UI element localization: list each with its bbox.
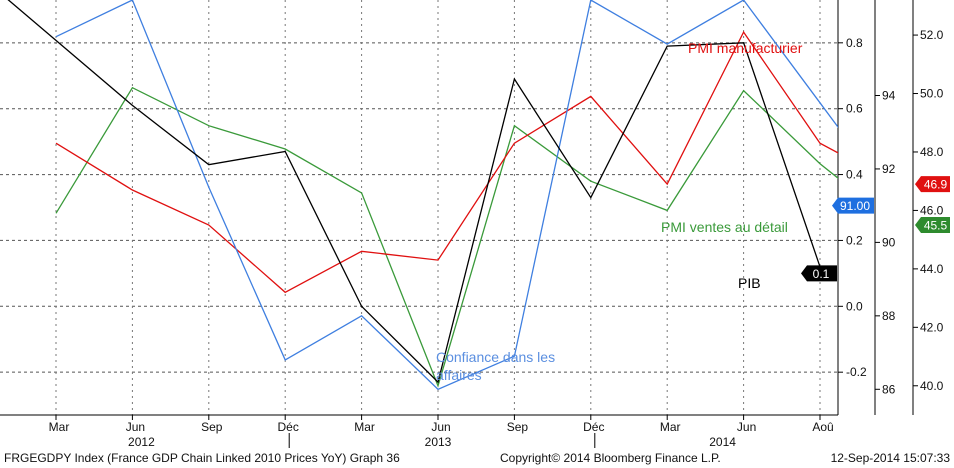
y-tick-label-confiance: 94 bbox=[882, 88, 896, 102]
footer-timestamp: 12-Sep-2014 15:07:33 bbox=[830, 451, 950, 465]
y-tick-label-pmi: 40.0 bbox=[920, 379, 944, 393]
x-year-label: 2012 bbox=[128, 435, 155, 448]
last-value-badges: 91.00 46.9 45.5 0.1 bbox=[801, 176, 950, 282]
x-axis: Mar Jun Sep Déc Mar Jun Sep Déc Mar Jun Aoû 2012 201… bbox=[49, 415, 834, 448]
gridlines bbox=[0, 0, 838, 415]
y-tick-label-pmi: 48.0 bbox=[920, 145, 944, 159]
x-tick-label: Mar bbox=[660, 420, 681, 434]
y-axes: -0.2 0.0 0.2 0.4 0.6 0.8 86 88 90 92 94 40.0 42.0 44.… bbox=[838, 28, 944, 396]
x-tick-label: Sep bbox=[201, 420, 223, 434]
annotation-pmi-manufacturier: PMI manufacturier bbox=[688, 40, 803, 56]
plot-area bbox=[0, 0, 838, 415]
series-line-pmi-manufacturier bbox=[55, 30, 838, 294]
y-tick-label-pib: 0.0 bbox=[846, 299, 863, 313]
x-tick-label: Aoû bbox=[812, 420, 833, 434]
value-badge-label: 46.9 bbox=[924, 178, 948, 192]
y-tick-label-pib: 0.4 bbox=[846, 168, 863, 182]
series-line-pib bbox=[7, 0, 821, 384]
x-tick-label: Sep bbox=[507, 420, 529, 434]
x-tick-label: Jun bbox=[737, 420, 756, 434]
axis-lines bbox=[0, 0, 914, 416]
y-tick-label-pib: 0.8 bbox=[846, 36, 863, 50]
x-year-label: 2014 bbox=[709, 435, 736, 448]
y-tick-label-pib: -0.2 bbox=[846, 365, 867, 379]
annotation-pmi-ventes: PMI ventes au détail bbox=[661, 219, 788, 235]
value-badge bbox=[832, 197, 874, 214]
series-line-confiance-dans-les-affaires bbox=[55, 0, 838, 391]
annotation-confiance-line1: Confiance dans les bbox=[436, 349, 555, 365]
footer-copyright: Copyright© 2014 Bloomberg Finance L.P. bbox=[500, 451, 721, 465]
x-tick-label: Jun bbox=[431, 420, 450, 434]
x-tick-label: Déc bbox=[583, 420, 604, 434]
y-tick-label-pmi: 52.0 bbox=[920, 28, 944, 42]
series-lines bbox=[7, 0, 838, 391]
series-line-pmi-ventes-au-d-tail bbox=[55, 86, 838, 388]
y-tick-label-confiance: 88 bbox=[882, 309, 896, 323]
y-tick-label-pib: 0.6 bbox=[846, 102, 863, 116]
value-badge bbox=[915, 217, 950, 234]
annotation-confiance-line2: affaires bbox=[436, 367, 482, 383]
x-tick-label: Mar bbox=[354, 420, 375, 434]
y-tick-label-confiance: 86 bbox=[882, 382, 896, 396]
y-tick-label-pmi: 46.0 bbox=[920, 203, 944, 217]
y-tick-label-confiance: 92 bbox=[882, 162, 896, 176]
value-badge bbox=[915, 176, 950, 193]
line-chart: Mar Jun Sep Déc Mar Jun Sep Déc Mar Jun Aoû 2012 201… bbox=[0, 0, 950, 448]
value-badge bbox=[801, 265, 837, 282]
y-tick-label-pmi: 50.0 bbox=[920, 87, 944, 101]
y-tick-label-pmi: 44.0 bbox=[920, 262, 944, 276]
x-year-label: 2013 bbox=[425, 435, 452, 448]
value-badge-label: 91.00 bbox=[840, 199, 870, 213]
x-tick-label: Jun bbox=[126, 420, 145, 434]
annotations: PMI manufacturier PMI ventes au détail C… bbox=[436, 40, 803, 383]
x-tick-label: Mar bbox=[49, 420, 70, 434]
value-badge-label: 45.5 bbox=[924, 219, 948, 233]
value-badge-label: 0.1 bbox=[813, 267, 830, 281]
x-tick-label: Déc bbox=[278, 420, 299, 434]
y-tick-label-confiance: 90 bbox=[882, 235, 896, 249]
annotation-pib: PIB bbox=[738, 275, 761, 291]
y-tick-label-pib: 0.2 bbox=[846, 233, 863, 247]
y-tick-label-pmi: 42.0 bbox=[920, 320, 944, 334]
footer-source: FRGEGDPY Index (France GDP Chain Linked … bbox=[4, 451, 400, 465]
footer: FRGEGDPY Index (France GDP Chain Linked … bbox=[0, 448, 954, 468]
